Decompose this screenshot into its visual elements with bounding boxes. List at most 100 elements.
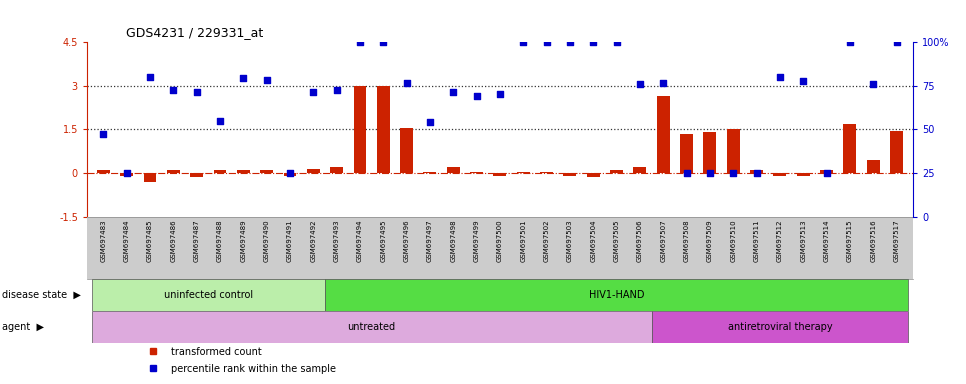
Bar <box>307 169 320 173</box>
Text: GSM697503: GSM697503 <box>567 220 573 262</box>
Text: GSM697508: GSM697508 <box>684 220 690 262</box>
Text: GSM697514: GSM697514 <box>824 220 830 262</box>
Point <box>585 39 601 45</box>
Bar <box>447 167 460 173</box>
Bar <box>423 172 437 173</box>
Text: disease state  ▶: disease state ▶ <box>2 290 81 300</box>
Text: GSM697494: GSM697494 <box>356 220 363 262</box>
Text: GDS4231 / 229331_at: GDS4231 / 229331_at <box>126 26 263 40</box>
Text: uninfected control: uninfected control <box>163 290 253 300</box>
Text: GSM697515: GSM697515 <box>847 220 853 262</box>
Text: GSM697489: GSM697489 <box>241 220 246 262</box>
Text: GSM697497: GSM697497 <box>427 220 433 262</box>
Bar <box>283 173 297 176</box>
Point <box>399 80 414 86</box>
Bar <box>867 160 880 173</box>
Text: agent  ▶: agent ▶ <box>2 322 43 332</box>
Text: GSM697496: GSM697496 <box>404 220 410 262</box>
Bar <box>354 86 366 173</box>
Text: GSM697499: GSM697499 <box>473 220 479 262</box>
Point <box>142 74 157 80</box>
Bar <box>213 170 226 173</box>
Point <box>96 131 111 137</box>
Text: transformed count: transformed count <box>171 347 262 357</box>
Point <box>492 91 508 98</box>
Bar <box>377 86 389 173</box>
Text: GSM697490: GSM697490 <box>264 220 270 262</box>
Bar <box>651 311 908 343</box>
Text: GSM697483: GSM697483 <box>100 220 106 262</box>
Text: GSM697507: GSM697507 <box>660 220 667 262</box>
Text: percentile rank within the sample: percentile rank within the sample <box>171 364 336 374</box>
Text: GSM697509: GSM697509 <box>707 220 713 262</box>
Text: HIV1-HAND: HIV1-HAND <box>589 290 644 300</box>
Bar <box>237 170 249 173</box>
Text: GSM697501: GSM697501 <box>521 220 526 262</box>
Bar <box>517 172 529 173</box>
Text: GSM697486: GSM697486 <box>170 220 176 262</box>
Text: GSM697510: GSM697510 <box>730 220 736 262</box>
Bar <box>751 170 763 173</box>
Point <box>236 75 251 81</box>
Point <box>353 39 368 45</box>
Text: GSM697493: GSM697493 <box>333 220 340 262</box>
Bar <box>144 173 156 182</box>
Point <box>866 81 881 87</box>
Point <box>165 87 181 93</box>
Bar <box>260 170 273 173</box>
Text: GSM697516: GSM697516 <box>870 220 876 262</box>
Text: GSM697511: GSM697511 <box>753 220 759 262</box>
Bar <box>586 173 600 177</box>
Point <box>889 39 904 45</box>
Text: antiretroviral therapy: antiretroviral therapy <box>727 322 832 332</box>
Point <box>749 170 764 176</box>
Point <box>819 170 835 176</box>
Text: GSM697484: GSM697484 <box>124 220 129 262</box>
Point <box>282 170 298 176</box>
Bar <box>634 167 646 173</box>
Bar <box>470 172 483 173</box>
Point <box>213 118 228 124</box>
Point <box>656 80 671 86</box>
Bar <box>325 279 908 311</box>
Text: GSM697495: GSM697495 <box>381 220 386 262</box>
Bar <box>797 173 810 176</box>
Text: GSM697491: GSM697491 <box>287 220 293 262</box>
Point <box>539 39 554 45</box>
Text: untreated: untreated <box>348 322 396 332</box>
Point <box>772 74 787 80</box>
Bar <box>167 170 180 173</box>
Point <box>842 39 858 45</box>
Point <box>328 87 344 93</box>
Point <box>679 170 695 176</box>
Point <box>259 77 274 83</box>
Point <box>516 39 531 45</box>
Point <box>119 170 134 176</box>
Bar <box>330 167 343 173</box>
Text: GSM697498: GSM697498 <box>450 220 456 262</box>
Bar <box>890 131 903 173</box>
Bar <box>540 172 553 173</box>
Point <box>702 170 718 176</box>
Point <box>305 88 321 94</box>
Bar <box>563 173 577 176</box>
Point <box>445 88 461 94</box>
Text: GSM697513: GSM697513 <box>800 220 807 262</box>
Bar <box>611 170 623 173</box>
Bar <box>657 96 669 173</box>
Point <box>469 93 484 99</box>
Point <box>609 39 624 45</box>
Text: GSM697505: GSM697505 <box>613 220 619 262</box>
Bar <box>843 124 856 173</box>
Text: GSM697506: GSM697506 <box>637 220 643 262</box>
Bar <box>92 311 651 343</box>
Bar <box>400 128 413 173</box>
Bar <box>190 173 203 177</box>
Point <box>632 81 647 87</box>
Text: GSM697502: GSM697502 <box>544 220 550 262</box>
Text: GSM697504: GSM697504 <box>590 220 596 262</box>
Point <box>725 170 741 176</box>
Point <box>422 119 438 125</box>
Point <box>562 39 578 45</box>
Point <box>795 78 810 84</box>
